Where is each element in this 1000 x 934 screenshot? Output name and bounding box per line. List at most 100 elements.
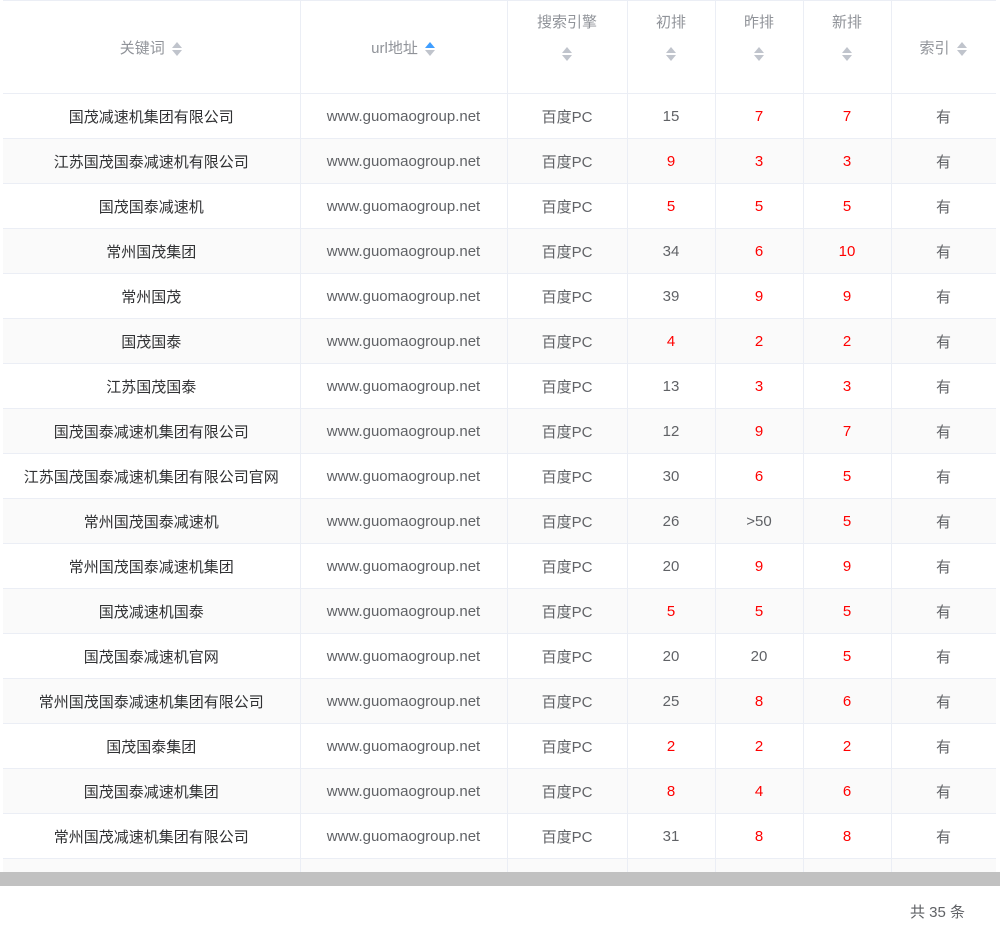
sort-descending-icon[interactable]: [171, 49, 182, 56]
table-row: 常州国茂国泰减速机 www.guomaogroup.net 百度PC 26 >50 5 有: [3, 498, 996, 544]
cell-keyword: 常州国茂: [3, 273, 301, 319]
cell-index: 有: [891, 498, 996, 544]
sort-caret-icon[interactable]: [753, 46, 765, 62]
cell-yesterday: 7: [715, 93, 804, 139]
cell-initial: 25: [627, 678, 716, 724]
cell-yesterday: 8: [715, 678, 804, 724]
cell-url: www.guomaogroup.net: [300, 453, 508, 499]
table-row: 江苏国茂国泰减速机有限公司 www.guomaogroup.net 百度PC 9 3 3 有: [3, 138, 996, 184]
cell-keyword: 江苏国茂国泰减速机集团有限公司官网: [3, 453, 301, 499]
column-header-yesterday[interactable]: 昨排: [715, 1, 804, 94]
table-row: 常州国茂国泰减速机集团有限公司 www.guomaogroup.net 百度PC 25…: [3, 678, 996, 724]
sort-descending-icon[interactable]: [666, 55, 676, 61]
cell-keyword: 国茂国泰减速机: [3, 183, 301, 229]
cell-yesterday: 9: [715, 543, 804, 589]
cell-index: 有: [891, 183, 996, 229]
sort-caret-icon[interactable]: [561, 46, 573, 62]
cell-url: www.guomaogroup.net: [300, 408, 508, 454]
cell-url: www.guomaogroup.net: [300, 633, 508, 679]
table-row: 常州国茂集团 www.guomaogroup.net 百度PC 34 6 10 有: [3, 228, 996, 274]
sort-ascending-icon[interactable]: [754, 47, 764, 53]
sort-caret-icon[interactable]: [665, 46, 677, 62]
cell-keyword: 常州国茂国泰减速机集团: [3, 543, 301, 589]
column-header-url[interactable]: url地址: [300, 1, 508, 94]
sort-descending-icon[interactable]: [842, 55, 852, 61]
cell-index: 有: [891, 768, 996, 814]
cell-initial: 39: [627, 273, 716, 319]
cell-yesterday: 9: [715, 273, 804, 319]
table-row: 常州国茂 www.guomaogroup.net 百度PC 39 9 9 有: [3, 273, 996, 319]
column-label: 昨排: [743, 14, 774, 31]
cell-initial: 14: [627, 858, 716, 873]
sort-ascending-icon[interactable]: [424, 41, 435, 48]
cell-index: 有: [891, 858, 996, 873]
sort-caret-icon[interactable]: [956, 41, 968, 57]
cell-index: 有: [891, 633, 996, 679]
sort-ascending-icon[interactable]: [666, 47, 676, 53]
cell-initial: 5: [627, 183, 716, 229]
sort-caret-icon[interactable]: [841, 46, 853, 62]
cell-url: www.guomaogroup.net: [300, 813, 508, 859]
sort-ascending-icon[interactable]: [562, 47, 572, 53]
column-label: 关键词: [119, 39, 165, 57]
horizontal-scrollbar[interactable]: [0, 872, 1000, 886]
cell-url: www.guomaogroup.net: [300, 768, 508, 814]
cell-url: www.guomaogroup.net: [300, 318, 508, 364]
cell-keyword: 国茂国泰: [3, 318, 301, 364]
sort-caret-icon[interactable]: [171, 41, 183, 57]
table-row: 国茂国泰 www.guomaogroup.net 百度PC 4 2 2 有: [3, 318, 996, 364]
sort-ascending-icon[interactable]: [171, 41, 182, 48]
cell-keyword: 江苏国茂国泰减速机有限公司: [3, 138, 301, 184]
cell-initial: 5: [627, 588, 716, 634]
column-header-keyword[interactable]: 关键词: [3, 1, 301, 94]
cell-new: 5: [803, 633, 892, 679]
sort-ascending-icon[interactable]: [956, 41, 967, 48]
column-header-new[interactable]: 新排: [803, 1, 892, 94]
table-row: 国茂减速机集团有限公司 www.guomaogroup.net 百度PC 15 7 7 有: [3, 93, 996, 139]
cell-url: www.guomaogroup.net: [300, 678, 508, 724]
cell-new: 6: [803, 768, 892, 814]
ranking-table: 关键词 url地址 搜索引擎 初排 昨排 新排 索引 国茂减速机集团有限公司 www.guom…: [3, 0, 996, 873]
table-row: 国茂减速机价格www.guomaogroup.net百度PC1455有: [3, 858, 996, 873]
sort-ascending-icon[interactable]: [842, 47, 852, 53]
cell-engine: 百度PC: [507, 678, 628, 724]
cell-keyword: 国茂减速机价格: [3, 858, 301, 873]
sort-descending-icon[interactable]: [562, 55, 572, 61]
cell-engine: 百度PC: [507, 318, 628, 364]
column-header-initial[interactable]: 初排: [627, 1, 716, 94]
cell-initial: 20: [627, 633, 716, 679]
cell-engine: 百度PC: [507, 498, 628, 544]
cell-keyword: 国茂国泰集团: [3, 723, 301, 769]
cell-engine: 百度PC: [507, 633, 628, 679]
table-row: 国茂国泰减速机官网 www.guomaogroup.net 百度PC 20 20 5 有: [3, 633, 996, 679]
cell-index: 有: [891, 588, 996, 634]
table-row: 国茂国泰减速机集团有限公司 www.guomaogroup.net 百度PC 12 9 7…: [3, 408, 996, 454]
table-row: 国茂国泰减速机 www.guomaogroup.net 百度PC 5 5 5 有: [3, 183, 996, 229]
cell-url: www.guomaogroup.net: [300, 543, 508, 589]
table-row: 常州国茂国泰减速机集团 www.guomaogroup.net 百度PC 20 9 9 有: [3, 543, 996, 589]
cell-initial: 15: [627, 93, 716, 139]
cell-new: 9: [803, 273, 892, 319]
cell-url: www.guomaogroup.net: [300, 588, 508, 634]
cell-index: 有: [891, 363, 996, 409]
cell-engine: 百度PC: [507, 228, 628, 274]
sort-descending-icon[interactable]: [956, 49, 967, 56]
cell-engine: 百度PC: [507, 273, 628, 319]
sort-descending-icon[interactable]: [754, 55, 764, 61]
cell-keyword: 江苏国茂国泰: [3, 363, 301, 409]
cell-initial: 13: [627, 363, 716, 409]
cell-index: 有: [891, 138, 996, 184]
column-header-engine[interactable]: 搜索引擎: [507, 1, 628, 94]
sort-descending-icon[interactable]: [424, 49, 435, 56]
cell-yesterday: 6: [715, 228, 804, 274]
cell-engine: 百度PC: [507, 363, 628, 409]
cell-keyword: 国茂减速机国泰: [3, 588, 301, 634]
cell-yesterday: 5: [715, 858, 804, 873]
cell-new: 7: [803, 93, 892, 139]
sort-caret-icon[interactable]: [424, 41, 436, 57]
cell-url: www.guomaogroup.net: [300, 723, 508, 769]
cell-new: 5: [803, 498, 892, 544]
cell-new: 3: [803, 363, 892, 409]
cell-initial: 2: [627, 723, 716, 769]
column-header-index[interactable]: 索引: [891, 1, 996, 94]
